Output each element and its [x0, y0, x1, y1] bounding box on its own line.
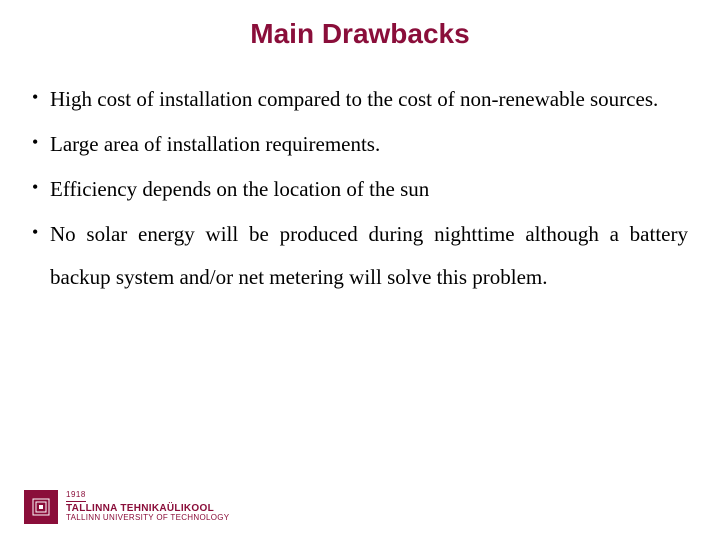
list-item: Large area of installation requirements. — [30, 123, 688, 166]
footer-logo: 1918 TALLINNA TEHNIKAÜLIKOOL TALLINN UNI… — [24, 490, 229, 524]
bullet-list: High cost of installation compared to th… — [30, 78, 688, 299]
logo-year: 1918 — [66, 491, 86, 501]
slide: Main Drawbacks High cost of installation… — [0, 0, 720, 540]
university-logo-icon — [24, 490, 58, 524]
list-item: Efficiency depends on the location of th… — [30, 168, 688, 211]
list-item: No solar energy will be produced during … — [30, 213, 688, 299]
slide-title: Main Drawbacks — [28, 18, 692, 50]
logo-line2: TALLINN UNIVERSITY OF TECHNOLOGY — [66, 514, 229, 522]
logo-text: 1918 TALLINNA TEHNIKAÜLIKOOL TALLINN UNI… — [66, 491, 229, 522]
list-item: High cost of installation compared to th… — [30, 78, 688, 121]
